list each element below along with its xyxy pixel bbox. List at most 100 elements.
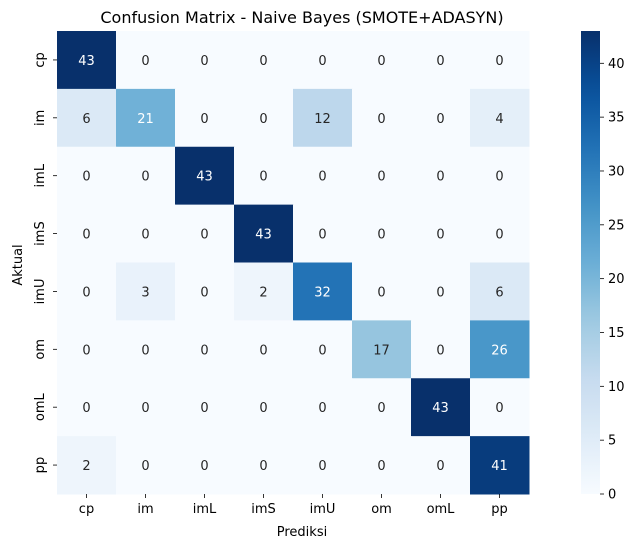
heatmap-cell bbox=[470, 204, 530, 263]
heatmap-cell bbox=[411, 31, 471, 90]
cell-value: 0 bbox=[200, 112, 208, 127]
cell-value: 6 bbox=[82, 112, 90, 127]
y-tick-label: imS bbox=[33, 221, 48, 246]
cell-value: 0 bbox=[318, 228, 326, 243]
heatmap-cell bbox=[175, 320, 235, 379]
heatmap-cell bbox=[116, 378, 176, 437]
heatmap-cell bbox=[293, 146, 353, 206]
heatmap-cell bbox=[234, 204, 294, 263]
heatmap-cell bbox=[234, 31, 294, 90]
heatmap-cell bbox=[116, 88, 176, 148]
cell-value: 0 bbox=[259, 112, 267, 127]
colorbar-tick-label: 20 bbox=[608, 272, 625, 287]
heatmap-cell bbox=[352, 436, 412, 495]
heatmap-cell bbox=[57, 204, 117, 263]
heatmap-cell bbox=[234, 88, 294, 148]
cell-value: 0 bbox=[200, 54, 208, 69]
cell-value: 0 bbox=[436, 459, 444, 474]
heatmap-cell bbox=[293, 378, 353, 437]
cell-value: 3 bbox=[141, 285, 149, 300]
x-tick-label: imL bbox=[193, 502, 217, 517]
x-tick-label: pp bbox=[491, 502, 508, 517]
cell-value: 0 bbox=[377, 459, 385, 474]
heatmap-cell bbox=[352, 31, 412, 90]
cell-value: 0 bbox=[200, 285, 208, 300]
y-tick-label: om bbox=[33, 339, 48, 360]
heatmap-cell bbox=[234, 146, 294, 206]
cell-value: 0 bbox=[200, 343, 208, 358]
cell-value: 0 bbox=[82, 401, 90, 416]
heatmap-cell bbox=[411, 378, 471, 437]
heatmap-cell bbox=[352, 320, 412, 379]
heatmap-cell bbox=[470, 378, 530, 437]
cell-value: 6 bbox=[495, 285, 503, 300]
y-tick-label: imL bbox=[33, 163, 48, 187]
heatmap-cell bbox=[293, 262, 353, 321]
heatmap-cell bbox=[116, 146, 176, 206]
cell-value: 17 bbox=[373, 343, 390, 358]
cell-value: 0 bbox=[82, 343, 90, 358]
heatmap-cell bbox=[57, 146, 117, 206]
heatmap-cell bbox=[352, 88, 412, 148]
heatmap-cell bbox=[411, 262, 471, 321]
y-tick-label: cp bbox=[33, 52, 48, 67]
x-axis-label: Prediksi bbox=[277, 525, 327, 540]
cell-value: 0 bbox=[495, 228, 503, 243]
cell-value: 2 bbox=[82, 459, 90, 474]
x-tick-label: cp bbox=[79, 502, 94, 517]
heatmap-cell bbox=[470, 88, 530, 148]
colorbar-tick-label: 25 bbox=[608, 218, 625, 233]
heatmap-cell bbox=[175, 378, 235, 437]
y-tick-label: im bbox=[33, 110, 48, 126]
colorbar bbox=[581, 31, 600, 494]
heatmap-cell bbox=[234, 262, 294, 321]
cell-value: 43 bbox=[78, 54, 95, 69]
heatmap-cell bbox=[470, 262, 530, 321]
heatmap-cell bbox=[57, 31, 117, 90]
cell-value: 0 bbox=[377, 170, 385, 185]
colorbar-ticks: 0 5 10 15 20 25 30 35 40 bbox=[600, 57, 625, 503]
heatmap-cell bbox=[352, 204, 412, 263]
cell-value: 0 bbox=[377, 228, 385, 243]
heatmap-cell bbox=[116, 320, 176, 379]
cell-value: 43 bbox=[255, 228, 272, 243]
cell-value: 0 bbox=[259, 401, 267, 416]
x-tick-label: imU bbox=[310, 502, 336, 517]
heatmap-cell bbox=[175, 31, 235, 90]
cell-value: 0 bbox=[259, 343, 267, 358]
heatmap-cell bbox=[470, 31, 530, 90]
cell-value: 0 bbox=[495, 54, 503, 69]
cell-value: 0 bbox=[259, 54, 267, 69]
cell-value: 0 bbox=[318, 343, 326, 358]
heatmap-cell bbox=[470, 436, 530, 495]
heatmap-cell bbox=[57, 378, 117, 437]
y-axis-ticks: cp im imL imS imU om omL pp bbox=[33, 52, 57, 473]
x-tick-label: imS bbox=[251, 502, 276, 517]
cell-value: 0 bbox=[141, 459, 149, 474]
heatmap-cell bbox=[57, 320, 117, 379]
cell-value: 0 bbox=[377, 285, 385, 300]
heatmap-cell bbox=[234, 378, 294, 437]
cell-value: 0 bbox=[377, 112, 385, 127]
cell-value: 0 bbox=[141, 228, 149, 243]
y-tick-label: pp bbox=[33, 457, 48, 474]
heatmap-cell bbox=[352, 378, 412, 437]
cell-value: 0 bbox=[259, 459, 267, 474]
cell-value: 0 bbox=[200, 401, 208, 416]
cell-value: 4 bbox=[495, 112, 503, 127]
cell-value: 21 bbox=[137, 112, 154, 127]
heatmap-cell bbox=[57, 262, 117, 321]
cell-value: 26 bbox=[491, 343, 508, 358]
colorbar-tick-label: 40 bbox=[608, 57, 625, 72]
cell-annotations: 43 0 0 0 0 0 0 0 6 21 0 0 12 0 0 4 0 0 43 0 0 0 0 0 0 0 0 43 0 0 0 0 0 3 0… bbox=[78, 54, 508, 474]
cell-value: 0 bbox=[82, 170, 90, 185]
cell-value: 0 bbox=[318, 401, 326, 416]
heatmap-cell bbox=[293, 436, 353, 495]
cell-value: 0 bbox=[436, 170, 444, 185]
heatmap-cell bbox=[116, 31, 176, 90]
cell-value: 0 bbox=[141, 54, 149, 69]
cell-value: 0 bbox=[200, 228, 208, 243]
heatmap-cell bbox=[57, 436, 117, 495]
heatmap-cell bbox=[411, 204, 471, 263]
